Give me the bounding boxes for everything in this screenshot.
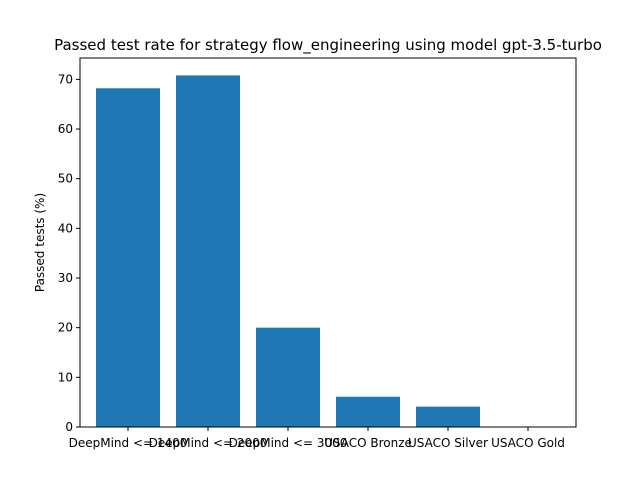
x-tick-label: USACO Bronze — [324, 436, 412, 450]
plot-frame — [79, 57, 577, 428]
x-tick-label: DeepMind <= 3000 — [229, 436, 348, 450]
y-tick-label: 10 — [58, 370, 73, 384]
y-tick-label: 70 — [58, 72, 73, 86]
x-tick-label: DeepMind <= 1400 — [69, 436, 188, 450]
bar — [336, 396, 400, 427]
y-axis-label: Passed tests (%) — [33, 193, 47, 292]
bar — [176, 75, 240, 427]
bars-group — [96, 75, 480, 428]
y-tick-label: 30 — [58, 271, 73, 285]
x-tick-label: USACO Gold — [491, 436, 565, 450]
y-tick-label: 20 — [58, 321, 73, 335]
y-tick-label: 0 — [65, 420, 73, 434]
bar — [96, 88, 160, 428]
bar — [416, 406, 480, 427]
y-tick-label: 60 — [58, 122, 73, 136]
y-axis: 0 10 20 30 40 50 60 70 — [58, 72, 80, 434]
y-tick-label: 50 — [58, 172, 73, 186]
y-tick-label: 40 — [58, 221, 73, 235]
x-tick-label: USACO Silver — [408, 436, 488, 450]
x-tick-label: DeepMind <= 2000 — [149, 436, 268, 450]
bar — [256, 327, 320, 427]
chart-title: Passed test rate for strategy flow_engin… — [54, 36, 602, 55]
